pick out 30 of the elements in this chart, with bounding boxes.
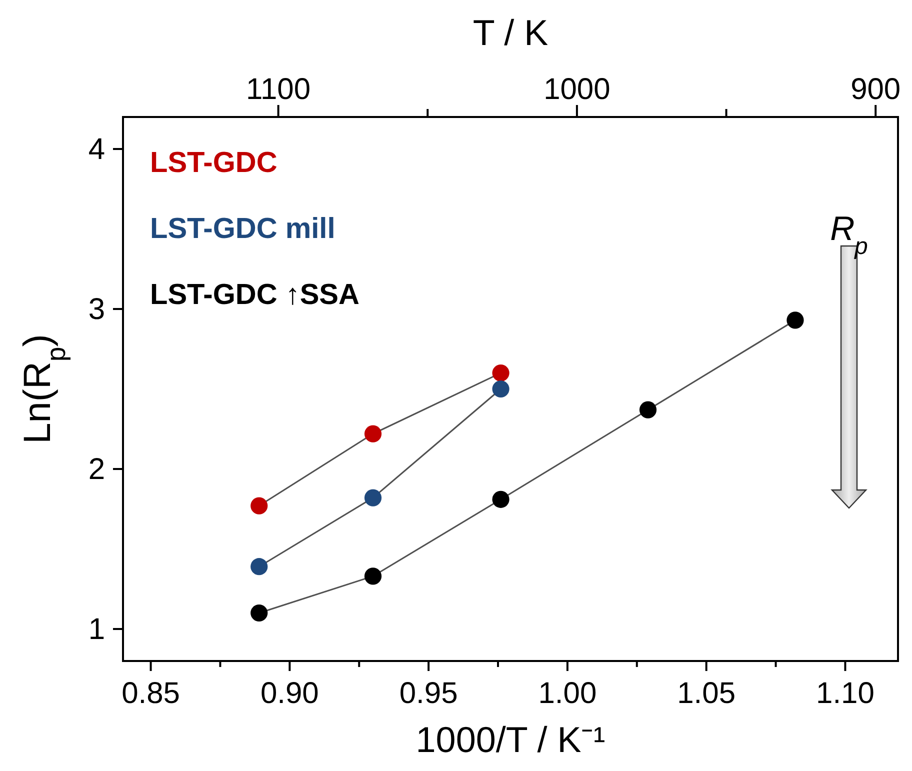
x2-tick-label: 1000 [544, 73, 610, 106]
point [786, 312, 804, 329]
x2-tick-label: 1100 [246, 73, 311, 106]
point [492, 490, 510, 508]
text: LST-GDC [150, 147, 278, 179]
x-tick-label: 1.05 [677, 677, 736, 710]
text: LST-GDC mill [150, 213, 336, 245]
text: 1.00 [538, 677, 597, 710]
annotation: R$_{p}$ [830, 210, 868, 260]
point [364, 568, 382, 585]
text: 1.10 [816, 677, 874, 710]
point [639, 401, 657, 418]
x-tick-label: 0.85 [122, 677, 180, 710]
x-tick-label: 0.95 [399, 677, 458, 710]
y-tick-label: 2 [88, 453, 105, 486]
y-tick-label: 1 [88, 613, 105, 646]
point [250, 497, 268, 514]
x-axis-title: 1000/T / K⁻¹ [416, 719, 606, 760]
text: LST-GDC ↑SSA [150, 279, 360, 311]
point [364, 489, 382, 506]
point [492, 364, 510, 382]
y-tick-label: 4 [88, 133, 105, 166]
point [250, 558, 268, 576]
y-tick-label: 3 [88, 293, 105, 326]
x2-tick-label: 900 [850, 73, 901, 106]
x2-axis-title: T / K [472, 12, 548, 53]
text: 0.90 [260, 677, 319, 710]
point [250, 604, 268, 622]
point [364, 425, 382, 442]
point [492, 380, 510, 398]
